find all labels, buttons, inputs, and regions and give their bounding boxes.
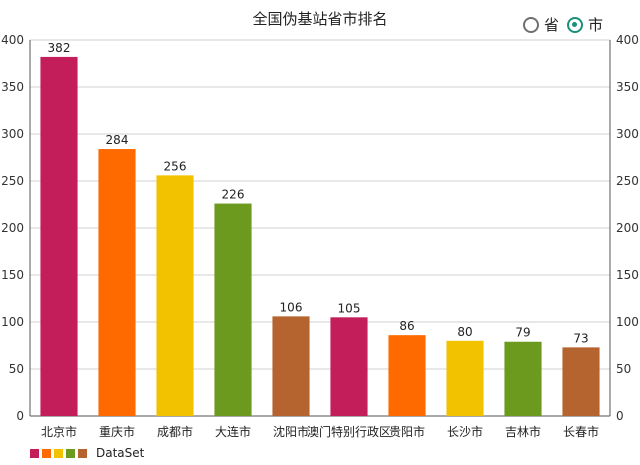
radio-city-circle-icon[interactable]: [567, 16, 584, 33]
y-tick-label-right: 400: [616, 33, 639, 47]
y-tick-label-right: 50: [616, 362, 631, 376]
x-tick-label: 长春市: [563, 424, 599, 439]
bar: [446, 340, 484, 416]
bar: [156, 175, 194, 416]
bar: [40, 56, 78, 417]
legend: DataSet: [30, 446, 144, 460]
radio-province[interactable]: 省: [523, 14, 559, 35]
bar: [562, 347, 600, 416]
bar: [272, 316, 310, 416]
radio-city[interactable]: 市: [567, 14, 603, 35]
data-label: 284: [106, 133, 129, 147]
x-tick-label: 澳门特别行政区: [307, 424, 391, 439]
y-tick-label-left: 100: [1, 315, 24, 329]
y-tick-label-left: 250: [1, 174, 24, 188]
y-tick-label-left: 400: [1, 33, 24, 47]
data-label: 105: [338, 301, 361, 315]
y-tick-label-right: 100: [616, 315, 639, 329]
y-tick-label-right: 300: [616, 127, 639, 141]
bar: [504, 341, 542, 416]
y-tick-label-left: 50: [9, 362, 24, 376]
bar: [388, 335, 426, 416]
y-tick-label-right: 350: [616, 80, 639, 94]
bar: [98, 149, 136, 417]
legend-swatch: [66, 448, 75, 458]
province-city-toggle[interactable]: 省 市: [523, 14, 611, 35]
data-label: 226: [222, 188, 245, 202]
x-tick-label: 沈阳市: [273, 424, 309, 439]
data-label: 382: [48, 41, 71, 55]
bar: [330, 317, 368, 416]
data-label: 80: [457, 325, 472, 339]
legend-swatches: [30, 448, 90, 458]
x-tick-label: 北京市: [41, 424, 77, 439]
y-tick-label-left: 300: [1, 127, 24, 141]
y-tick-label-left: 350: [1, 80, 24, 94]
x-tick-label: 成都市: [157, 424, 193, 439]
x-tick-label: 吉林市: [505, 424, 541, 439]
x-tick-label: 重庆市: [99, 424, 135, 439]
x-tick-label: 贵阳市: [389, 424, 425, 439]
legend-swatch: [54, 448, 63, 458]
radio-city-label: 市: [588, 16, 604, 34]
data-label: 73: [573, 331, 588, 345]
radio-province-circle-icon[interactable]: [523, 16, 539, 33]
legend-label: DataSet: [96, 446, 145, 460]
x-tick-label: 大连市: [215, 424, 251, 439]
data-label: 86: [399, 319, 414, 333]
y-tick-label-right: 250: [616, 174, 639, 188]
legend-swatch: [42, 448, 51, 458]
y-tick-label-left: 0: [16, 409, 24, 423]
y-tick-label-right: 150: [616, 268, 639, 282]
data-label: 79: [515, 326, 530, 340]
legend-swatch: [30, 448, 39, 458]
y-tick-label-right: 200: [616, 221, 639, 235]
legend-swatch: [78, 448, 87, 458]
data-label: 256: [164, 159, 187, 173]
chart-title: 全国伪基站省市排名: [252, 10, 388, 28]
x-tick-label: 长沙市: [447, 424, 483, 439]
bar: [214, 203, 252, 416]
y-tick-label-right: 0: [616, 409, 624, 423]
y-tick-label-left: 200: [1, 221, 24, 235]
data-label: 106: [280, 300, 303, 314]
radio-province-label: 省: [544, 16, 560, 34]
y-tick-label-left: 150: [1, 268, 24, 282]
